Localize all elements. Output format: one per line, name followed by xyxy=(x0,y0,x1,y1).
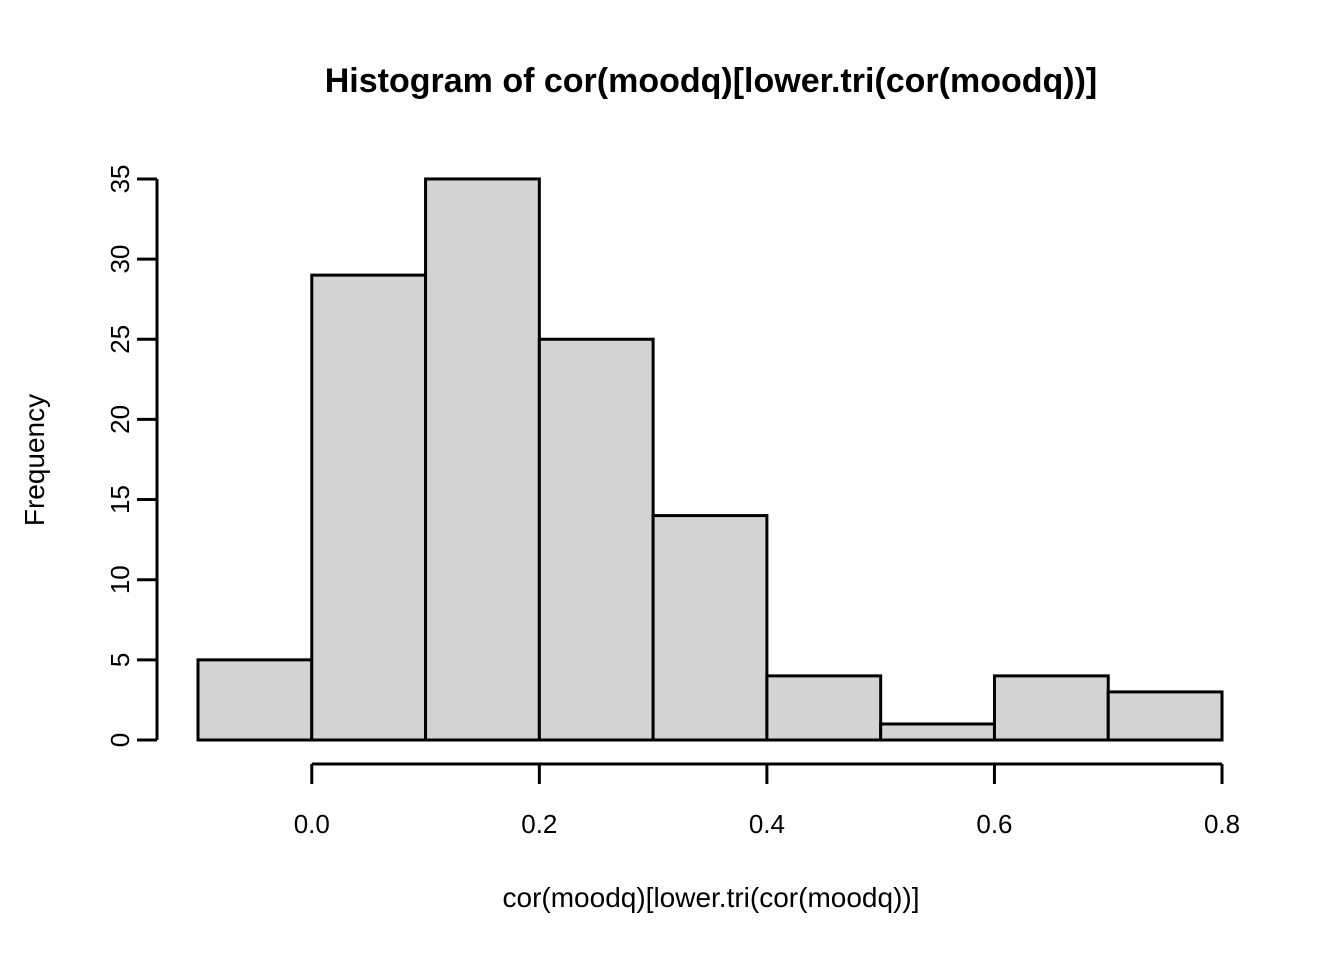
x-tick-label: 0.6 xyxy=(976,809,1012,839)
histogram-bar xyxy=(992,674,1110,742)
x-tick-label: 0.4 xyxy=(749,809,785,839)
y-tick-label: 5 xyxy=(105,653,135,667)
x-axis-title: cor(moodq)[lower.tri(cor(moodq))] xyxy=(502,882,920,913)
chart-title: Histogram of cor(moodq)[lower.tri(cor(mo… xyxy=(324,62,1098,100)
y-tick-label: 30 xyxy=(105,245,135,274)
histogram-bar xyxy=(424,177,541,742)
x-tick-label: 0.2 xyxy=(521,809,557,839)
y-tick-label: 20 xyxy=(105,405,135,434)
y-tick-label: 10 xyxy=(105,565,135,594)
y-tick-label: 0 xyxy=(105,733,135,747)
y-tick-label: 15 xyxy=(105,485,135,514)
histogram-bar xyxy=(765,674,883,742)
x-tick-label: 0.0 xyxy=(294,809,330,839)
x-tick-label: 0.8 xyxy=(1204,809,1240,839)
histogram-bar xyxy=(879,722,996,742)
histogram-bar xyxy=(1106,690,1224,742)
y-tick-label: 25 xyxy=(105,325,135,354)
histogram-bar xyxy=(310,273,428,742)
histogram-bar xyxy=(537,337,655,742)
y-tick-label: 35 xyxy=(105,164,135,193)
histogram-bar xyxy=(651,514,769,742)
histogram-bar xyxy=(196,658,314,742)
